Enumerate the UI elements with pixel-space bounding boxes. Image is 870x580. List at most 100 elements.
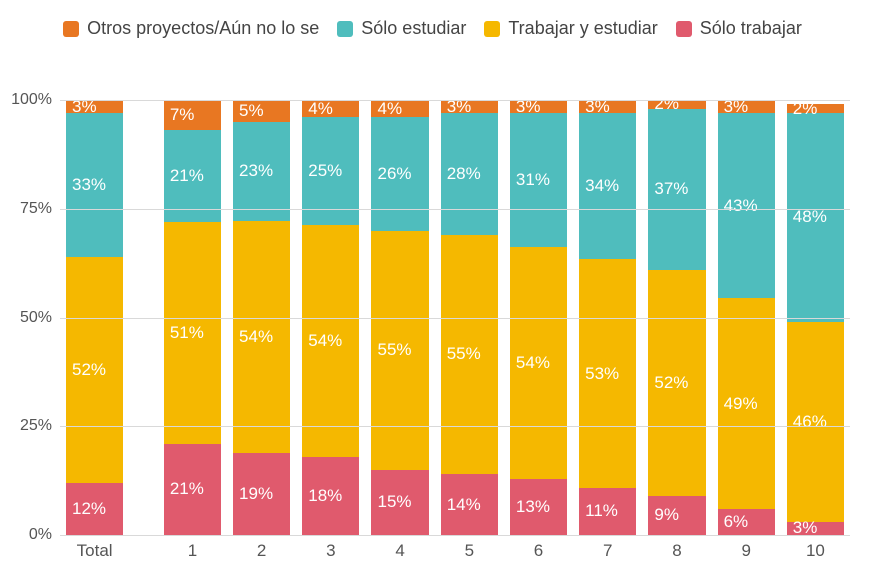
bar-value-label: 2%: [654, 94, 679, 114]
bar-segment-solo_trabajar: 9%: [648, 496, 705, 535]
legend-label: Sólo estudiar: [361, 18, 466, 39]
bar-segment-otros: 3%: [718, 100, 775, 113]
bar-segment-solo_estudiar: 48%: [787, 113, 844, 322]
bar-value-label: 52%: [654, 373, 688, 393]
bar-value-label: 9%: [654, 505, 679, 525]
bar-segment-otros: 4%: [371, 100, 428, 117]
x-axis-label: 10: [781, 535, 850, 561]
bar-segment-trabajar_y_estudiar: 52%: [66, 257, 123, 483]
bar-segment-trabajar_y_estudiar: 54%: [302, 225, 359, 458]
legend-item-trabajar_y_estudiar: Trabajar y estudiar: [484, 18, 657, 39]
bar-value-label: 33%: [72, 175, 106, 195]
bar-value-label: 48%: [793, 207, 827, 227]
bar-segment-solo_trabajar: 15%: [371, 470, 428, 535]
bar-value-label: 34%: [585, 176, 619, 196]
bar-value-label: 14%: [447, 495, 481, 515]
bar-value-label: 4%: [308, 100, 333, 117]
bar-segment-solo_estudiar: 34%: [579, 113, 636, 259]
bar-segment-otros: 4%: [302, 100, 359, 117]
bar-value-label: 23%: [239, 161, 273, 181]
bar-segment-trabajar_y_estudiar: 54%: [510, 247, 567, 480]
bar-segment-solo_estudiar: 43%: [718, 113, 775, 298]
legend-swatch: [63, 21, 79, 37]
bar-segment-trabajar_y_estudiar: 52%: [648, 270, 705, 496]
x-axis-label: 8: [642, 535, 711, 561]
bar-value-label: 2%: [793, 99, 818, 119]
bar-segment-solo_estudiar: 28%: [441, 113, 498, 235]
bar-value-label: 51%: [170, 323, 204, 343]
plot-area: 3%33%52%12%Total7%21%51%21%15%23%54%19%2…: [60, 100, 850, 535]
x-axis-label: 7: [573, 535, 642, 561]
bar-segment-solo_trabajar: 12%: [66, 483, 123, 535]
bar-segment-otros: 5%: [233, 100, 290, 122]
bar-value-label: 18%: [308, 486, 342, 506]
y-axis-label: 25%: [10, 417, 52, 435]
bar-segment-trabajar_y_estudiar: 55%: [371, 231, 428, 470]
legend-label: Trabajar y estudiar: [508, 18, 657, 39]
grid-line: [60, 209, 850, 210]
x-axis-label: 4: [365, 535, 434, 561]
x-axis-label: 6: [504, 535, 573, 561]
bar-value-label: 43%: [724, 196, 758, 216]
bar-segment-solo_estudiar: 33%: [66, 113, 123, 257]
bar-segment-solo_trabajar: 19%: [233, 453, 290, 535]
bar-value-label: 15%: [377, 492, 411, 512]
bar-value-label: 54%: [239, 327, 273, 347]
chart-container: Otros proyectos/Aún no lo se Sólo estudia…: [0, 0, 870, 580]
legend: Otros proyectos/Aún no lo se Sólo estudia…: [10, 10, 855, 53]
bar-value-label: 55%: [377, 340, 411, 360]
bar-value-label: 55%: [447, 344, 481, 364]
y-axis-label: 50%: [10, 309, 52, 327]
bar-value-label: 54%: [308, 331, 342, 351]
bar-segment-trabajar_y_estudiar: 49%: [718, 298, 775, 509]
bar-value-label: 54%: [516, 353, 550, 373]
y-axis-label: 0%: [10, 526, 52, 544]
x-axis-label: Total: [60, 535, 129, 561]
y-axis-label: 75%: [10, 200, 52, 218]
bar-segment-solo_trabajar: 18%: [302, 457, 359, 535]
bar-value-label: 46%: [793, 412, 827, 432]
y-axis-label: 100%: [10, 91, 52, 109]
bar-segment-trabajar_y_estudiar: 55%: [441, 235, 498, 474]
bar-segment-otros: 3%: [66, 100, 123, 113]
x-axis-label: 1: [158, 535, 227, 561]
bar-segment-trabajar_y_estudiar: 54%: [233, 221, 290, 454]
bar-segment-solo_trabajar: 6%: [718, 509, 775, 535]
bar-segment-otros: 2%: [787, 104, 844, 113]
bar-segment-solo_estudiar: 26%: [371, 117, 428, 230]
bar-segment-otros: 2%: [648, 100, 705, 109]
bar-segment-trabajar_y_estudiar: 46%: [787, 322, 844, 522]
bar-value-label: 11%: [585, 501, 618, 521]
legend-label: Sólo trabajar: [700, 18, 802, 39]
bar-segment-solo_trabajar: 3%: [787, 522, 844, 535]
bar-segment-otros: 3%: [441, 100, 498, 113]
bar-segment-solo_trabajar: 11%: [579, 488, 636, 535]
bar-segment-solo_estudiar: 31%: [510, 113, 567, 246]
grid-line: [60, 318, 850, 319]
bar-value-label: 49%: [724, 394, 758, 414]
bar-value-label: 21%: [170, 166, 204, 186]
bar-segment-solo_estudiar: 37%: [648, 109, 705, 270]
bar-segment-otros: 3%: [579, 100, 636, 113]
bar-value-label: 31%: [516, 170, 550, 190]
bar-value-label: 12%: [72, 499, 106, 519]
legend-swatch: [676, 21, 692, 37]
legend-label: Otros proyectos/Aún no lo se: [87, 18, 319, 39]
bar-segment-trabajar_y_estudiar: 51%: [164, 222, 221, 444]
bar-value-label: 25%: [308, 161, 342, 181]
bar-value-label: 13%: [516, 497, 550, 517]
legend-swatch: [484, 21, 500, 37]
x-axis-label: 2: [227, 535, 296, 561]
bar-value-label: 52%: [72, 360, 106, 380]
bar-segment-solo_trabajar: 21%: [164, 444, 221, 535]
grid-line: [60, 100, 850, 101]
bar-value-label: 4%: [377, 100, 402, 117]
x-axis-label: 5: [435, 535, 504, 561]
bar-value-label: 26%: [377, 164, 411, 184]
bar-segment-solo_trabajar: 13%: [510, 479, 567, 535]
bar-value-label: 7%: [170, 105, 195, 125]
bar-value-label: 37%: [654, 179, 688, 199]
bar-segment-otros: 3%: [510, 100, 567, 113]
x-axis-label: 9: [712, 535, 781, 561]
bar-segment-otros: 7%: [164, 100, 221, 130]
